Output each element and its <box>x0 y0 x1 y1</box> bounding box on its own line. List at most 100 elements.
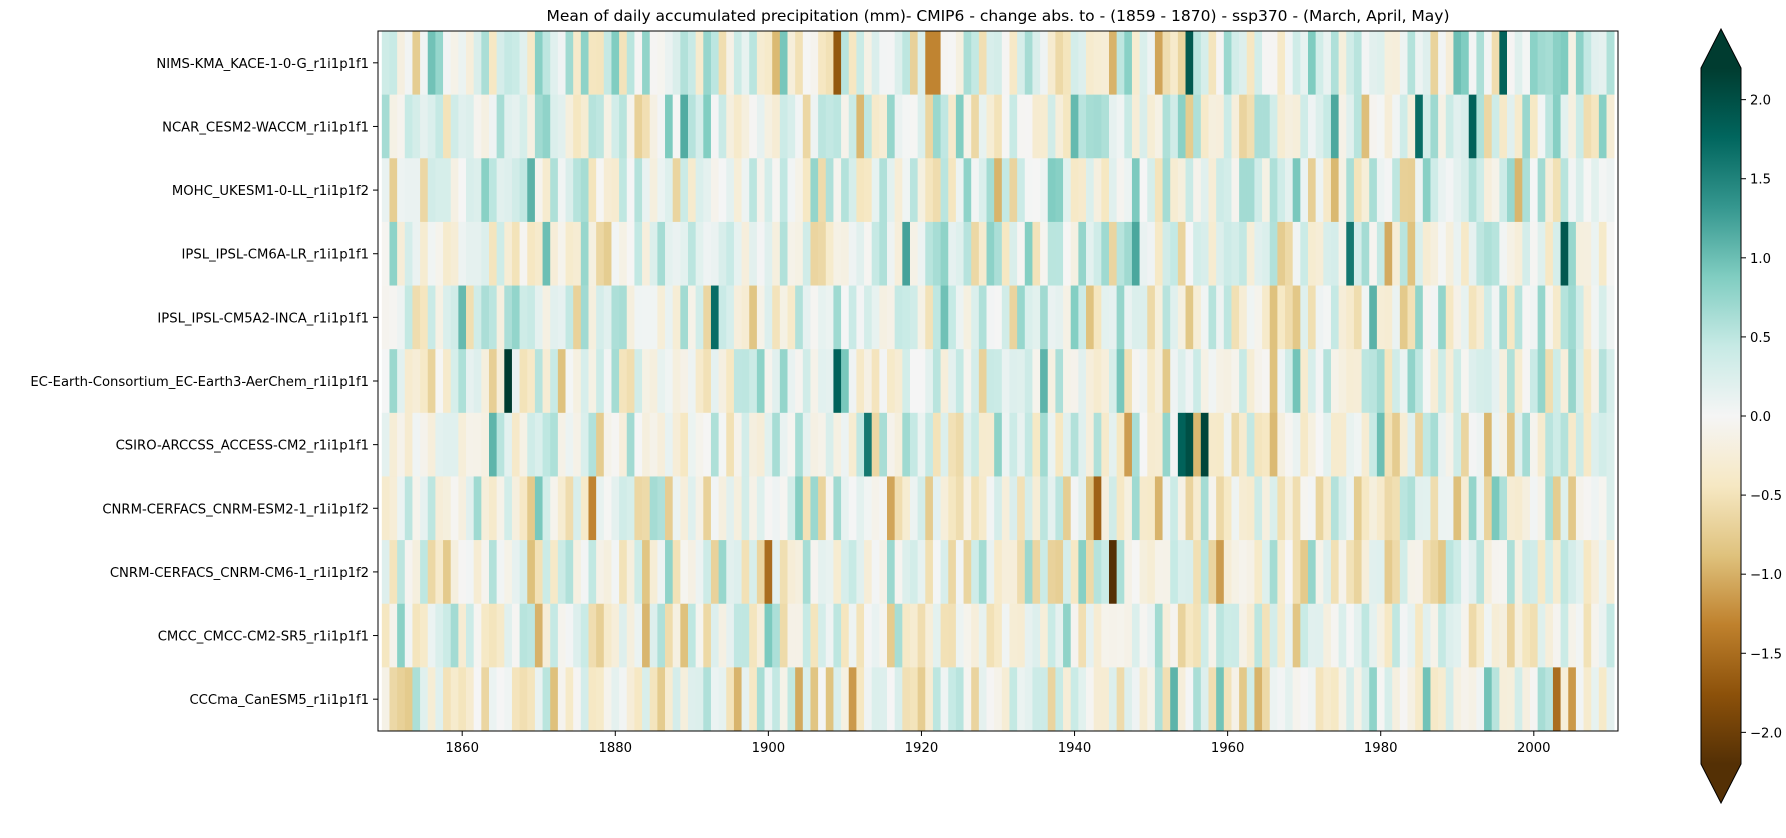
heatmap-cell <box>603 285 612 350</box>
heatmap-cell <box>504 603 513 668</box>
heatmap-cell <box>1453 158 1462 223</box>
heatmap-cell <box>925 603 934 668</box>
heatmap-cell <box>948 158 957 223</box>
heatmap-cell <box>603 94 612 159</box>
heatmap-cell <box>649 31 658 95</box>
heatmap-cell <box>511 603 520 668</box>
heatmap-cell <box>473 31 482 95</box>
heatmap-cell <box>688 412 696 477</box>
heatmap-cell <box>1415 31 1424 95</box>
heatmap-cell <box>1583 412 1592 477</box>
heatmap-cell <box>1285 349 1294 414</box>
heatmap-cell <box>1177 349 1186 414</box>
heatmap-cell <box>1231 412 1240 477</box>
heatmap-cell <box>756 412 765 477</box>
heatmap-cell <box>381 158 390 223</box>
heatmap-cell <box>1545 221 1554 286</box>
heatmap-cell <box>1392 285 1401 350</box>
heatmap-cell <box>1399 31 1408 95</box>
heatmap-cell <box>1606 94 1615 159</box>
heatmap-cell <box>657 221 666 286</box>
heatmap-cell <box>1438 221 1447 286</box>
heatmap-cell <box>1491 540 1500 605</box>
heatmap-cell <box>619 158 628 223</box>
heatmap-cell <box>1507 412 1516 477</box>
heatmap-cell <box>695 221 704 286</box>
heatmap-cell <box>1040 285 1049 350</box>
heatmap-cell <box>1032 31 1041 95</box>
heatmap-cell <box>779 221 788 286</box>
heatmap-cell <box>902 31 911 95</box>
heatmap-cell <box>978 540 987 605</box>
heatmap-cell <box>1170 31 1179 95</box>
heatmap-cell <box>1560 31 1569 95</box>
heatmap-cell <box>1461 94 1470 159</box>
heatmap-cell <box>1606 221 1615 286</box>
heatmap-cell <box>603 221 612 286</box>
heatmap-cell <box>1591 540 1600 605</box>
heatmap-cell <box>1346 94 1355 159</box>
heatmap-cell <box>1139 31 1148 95</box>
heatmap-cell <box>1453 94 1462 159</box>
heatmap-cell <box>695 540 704 605</box>
heatmap-cell <box>1277 31 1286 95</box>
heatmap-cell <box>1162 94 1171 159</box>
heatmap-cell <box>1262 412 1271 477</box>
heatmap-cell <box>1070 94 1079 159</box>
heatmap-cell <box>1139 94 1148 159</box>
heatmap-cell <box>795 285 804 350</box>
heatmap-cell <box>756 476 765 541</box>
heatmap-cell <box>1017 349 1026 414</box>
heatmap-cell <box>1560 667 1569 732</box>
heatmap-cell <box>1154 221 1163 286</box>
heatmap-cell <box>1101 603 1110 668</box>
heatmap-cell <box>1560 476 1569 541</box>
heatmap-cell <box>381 603 390 668</box>
heatmap-cell <box>764 31 773 95</box>
heatmap-cell <box>764 667 773 732</box>
heatmap-cell <box>511 540 520 605</box>
heatmap-cell <box>1001 158 1010 223</box>
heatmap-cell <box>864 603 873 668</box>
heatmap-cell <box>527 540 536 605</box>
heatmap-cell <box>1285 158 1294 223</box>
heatmap-cell <box>1522 667 1531 732</box>
heatmap-cell <box>772 285 781 350</box>
heatmap-cell <box>1568 349 1577 414</box>
heatmap-cell <box>1507 285 1516 350</box>
heatmap-cell <box>1200 667 1209 732</box>
heatmap-cell <box>1055 476 1064 541</box>
heatmap-cell <box>1507 158 1516 223</box>
heatmap-cell <box>534 667 543 732</box>
heatmap-cell <box>994 221 1003 286</box>
heatmap-cell <box>1185 476 1194 541</box>
heatmap-cell <box>1445 158 1454 223</box>
heatmap-cell <box>1139 667 1148 732</box>
heatmap-cell <box>596 158 605 223</box>
heatmap-cell <box>1200 94 1209 159</box>
heatmap-cell <box>1101 31 1110 95</box>
heatmap-cell <box>864 31 873 95</box>
heatmap-cell <box>726 31 735 95</box>
heatmap-cell <box>856 94 865 159</box>
heatmap-cell <box>1239 667 1248 732</box>
heatmap-cell <box>894 476 903 541</box>
heatmap-cell <box>940 667 949 732</box>
heatmap-cell <box>1300 603 1309 668</box>
heatmap-cell <box>1507 349 1516 414</box>
heatmap-cell <box>978 349 987 414</box>
heatmap-cell <box>481 603 490 668</box>
heatmap-cell <box>1170 349 1179 414</box>
heatmap-cell <box>519 476 528 541</box>
heatmap-cell <box>1545 540 1554 605</box>
heatmap-cell <box>1239 285 1248 350</box>
heatmap-cell <box>496 540 505 605</box>
heatmap-cell <box>1476 94 1485 159</box>
heatmap-cell <box>680 540 689 605</box>
heatmap-cell <box>1208 221 1217 286</box>
heatmap-cell <box>1024 476 1033 541</box>
heatmap-cell <box>1154 476 1163 541</box>
heatmap-cell <box>1001 349 1010 414</box>
heatmap-cell <box>534 158 543 223</box>
